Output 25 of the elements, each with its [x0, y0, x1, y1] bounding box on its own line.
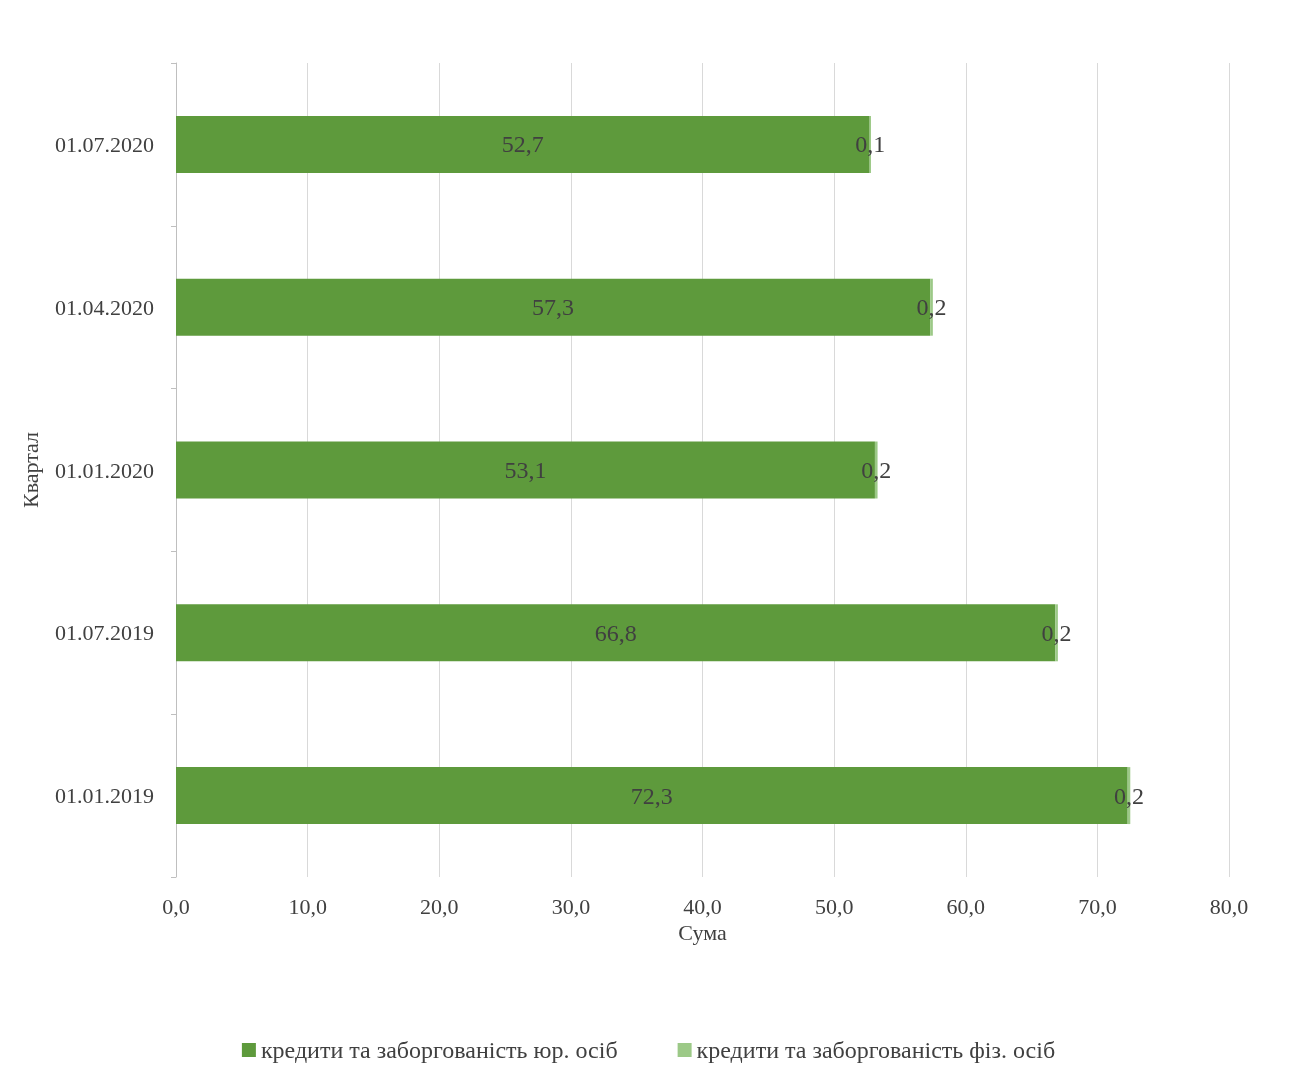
- y-tick-label: 01.01.2020: [55, 457, 154, 483]
- x-tick-label: 50,0: [814, 893, 854, 919]
- x-tick-label: 60,0: [946, 893, 985, 919]
- x-tick-label: 30,0: [551, 893, 591, 919]
- legend-label: кредити та заборгованість фіз. осіб: [696, 1037, 1056, 1063]
- x-tick-label: 20,0: [420, 893, 459, 919]
- data-label: 52,7: [501, 131, 544, 158]
- data-label: 72,3: [630, 782, 673, 809]
- x-tick-label: 0,0: [162, 893, 190, 919]
- y-tick-label: 01.07.2020: [55, 131, 154, 157]
- data-label: 53,1: [504, 457, 547, 483]
- y-axis-title: Квартал: [17, 431, 43, 509]
- y-tick-label: 01.01.2019: [55, 783, 154, 809]
- x-axis-title: Сума: [678, 920, 727, 946]
- x-tick-label: 40,0: [683, 893, 722, 919]
- legend-label: кредити та заборгованість юр. осіб: [260, 1037, 618, 1063]
- data-label: 0,2: [1041, 619, 1072, 646]
- y-tick-label: 01.07.2019: [55, 620, 154, 646]
- data-label: 57,3: [532, 294, 575, 321]
- x-tick-label: 70,0: [1078, 893, 1117, 919]
- x-tick-label: 10,0: [288, 893, 327, 919]
- y-tick-label: 01.04.2020: [55, 294, 154, 320]
- data-label: 0,2: [916, 294, 947, 321]
- x-tick-label: 80,0: [1209, 893, 1249, 919]
- data-label: 66,8: [594, 619, 637, 646]
